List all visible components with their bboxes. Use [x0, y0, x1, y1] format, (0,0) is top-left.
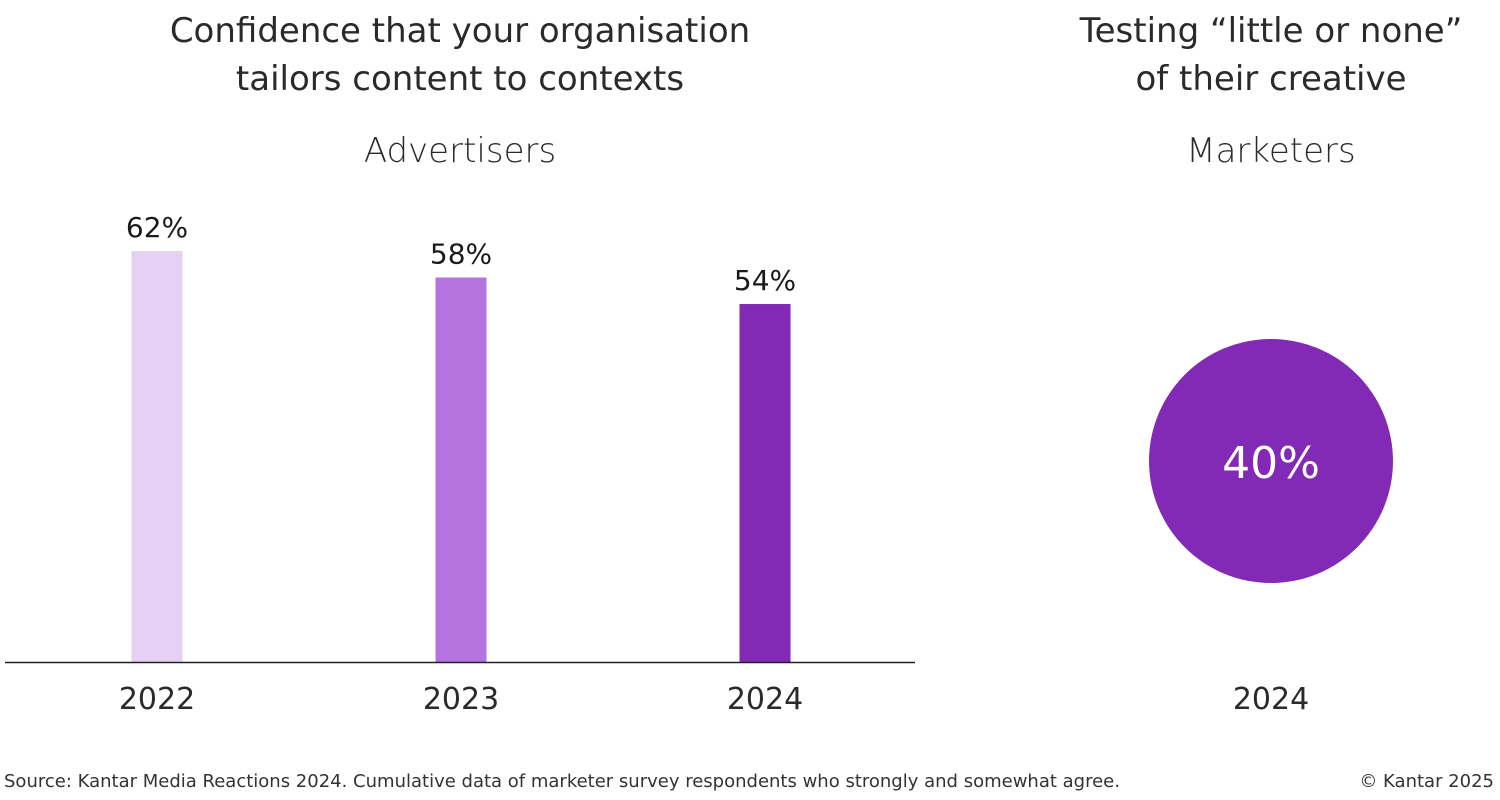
source-note: Source: Kantar Media Reactions 2024. Cum… [4, 771, 1120, 792]
bar-2024 [739, 304, 791, 662]
value-circle [1149, 339, 1393, 583]
copyright: © Kantar 2025 [1359, 771, 1494, 792]
right-chart-title-line-1: Testing “little or none” [1079, 11, 1463, 51]
right-chart-title-line-2: of their creative [1135, 59, 1406, 99]
left-chart-subtitle: Advertisers [364, 131, 556, 171]
bar-value-label: 62% [126, 211, 188, 244]
x-tick-label: 2024 [727, 682, 803, 717]
bar-value-label: 58% [430, 238, 492, 271]
right-chart-category-label: 2024 [1233, 682, 1309, 717]
circle-value-label: 40% [1222, 438, 1320, 489]
bar-2022 [131, 251, 183, 662]
x-tick-label: 2022 [119, 682, 195, 717]
left-chart-title-line-1: Confidence that your organisation [170, 11, 750, 51]
bar-2023 [435, 277, 487, 662]
x-tick-label: 2023 [423, 682, 499, 717]
left-chart-title-line-2: tailors content to contexts [236, 59, 684, 99]
bar-group: 62% 2022 58% 2023 54% 2024 [119, 211, 803, 717]
bar-value-label: 54% [734, 264, 796, 297]
right-chart-subtitle: Marketers [1186, 131, 1356, 171]
